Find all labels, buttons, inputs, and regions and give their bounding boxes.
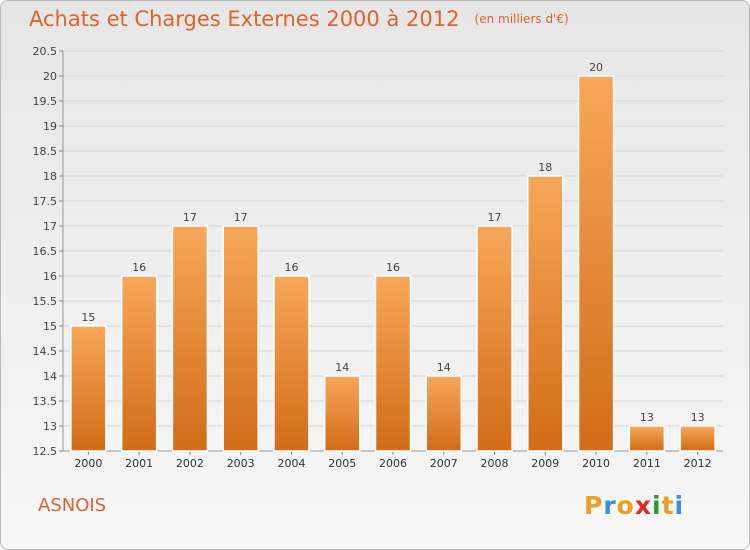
- y-tick-label: 12.5: [33, 445, 58, 458]
- data-label: 14: [335, 361, 349, 374]
- logo-letter: o: [616, 491, 635, 520]
- bar: [222, 225, 259, 452]
- bar-layer: [70, 75, 716, 452]
- data-label: 16: [284, 261, 298, 274]
- y-tick-label: 19.5: [33, 95, 58, 108]
- y-tick-label: 20: [43, 70, 57, 83]
- y-tick-label: 18.5: [33, 145, 58, 158]
- proxiti-logo: Proxiti: [584, 491, 684, 520]
- x-tick-label: 2002: [176, 457, 204, 470]
- data-label: 15: [81, 311, 95, 324]
- bar: [476, 225, 513, 452]
- y-tick-label: 18: [43, 170, 57, 183]
- data-label: 17: [234, 211, 248, 224]
- bar: [120, 275, 158, 452]
- x-tick-label: 2006: [379, 457, 407, 470]
- data-label: 17: [488, 211, 502, 224]
- logo-letter: t: [661, 491, 675, 520]
- y-tick-label: 20.5: [33, 45, 58, 58]
- label-layer: 15 16 17 17 16 14 16 14 17 18 20 13 13: [81, 61, 704, 424]
- x-tick-label: 2009: [531, 457, 559, 470]
- logo-letter: P: [584, 491, 604, 520]
- y-tick-label: 14.5: [33, 345, 58, 358]
- chart-unit: (en milliers d'€): [474, 12, 569, 26]
- data-label: 16: [132, 261, 146, 274]
- x-tick-label: 2003: [227, 457, 255, 470]
- commune-name: ASNOIS: [38, 495, 107, 516]
- y-tick-label: 15: [43, 320, 57, 333]
- x-tick-label: 2012: [684, 457, 712, 470]
- bar: [323, 375, 361, 452]
- x-tick-label: 2001: [125, 457, 153, 470]
- logo-letter: i: [652, 491, 662, 520]
- x-tick-label: 2011: [633, 457, 661, 470]
- y-tick-label: 17.5: [33, 195, 58, 208]
- x-tick-label: 2000: [74, 457, 102, 470]
- data-label: 16: [386, 261, 400, 274]
- bar: [577, 75, 615, 452]
- data-label: 13: [640, 411, 654, 424]
- logo-letter: x: [634, 491, 652, 520]
- y-tick-label: 13: [43, 420, 57, 433]
- y-tick-label: 19: [43, 120, 57, 133]
- x-tick-label: 2004: [277, 457, 305, 470]
- y-tick-label: 17: [43, 220, 57, 233]
- y-tick-label: 14: [43, 370, 57, 383]
- data-label: 18: [538, 161, 552, 174]
- chart-title: Achats et Charges Externes 2000 à 2012: [29, 7, 460, 31]
- bar: [527, 175, 564, 452]
- chart-title-block: Achats et Charges Externes 2000 à 2012 (…: [29, 7, 569, 31]
- bar: [425, 375, 463, 452]
- y-tick-label: 15.5: [33, 295, 58, 308]
- bar: [70, 325, 107, 452]
- bar: [679, 425, 716, 452]
- bar: [374, 275, 412, 452]
- bar: [273, 275, 310, 452]
- x-tick-label: 2005: [328, 457, 356, 470]
- x-tick-label: 2007: [430, 457, 458, 470]
- data-label: 17: [183, 211, 197, 224]
- data-label: 20: [589, 61, 603, 74]
- logo-letter: r: [603, 491, 617, 520]
- y-tick-label: 16.5: [33, 245, 58, 258]
- logo-letter: i: [674, 491, 685, 520]
- data-label: 14: [437, 361, 451, 374]
- y-tick-label: 13.5: [33, 395, 58, 408]
- data-label: 13: [691, 411, 705, 424]
- x-tick-label: 2010: [582, 457, 610, 470]
- y-tick-label: 16: [43, 270, 57, 283]
- x-tick-label: 2008: [481, 457, 509, 470]
- bar: [171, 225, 209, 452]
- bar: [628, 425, 666, 452]
